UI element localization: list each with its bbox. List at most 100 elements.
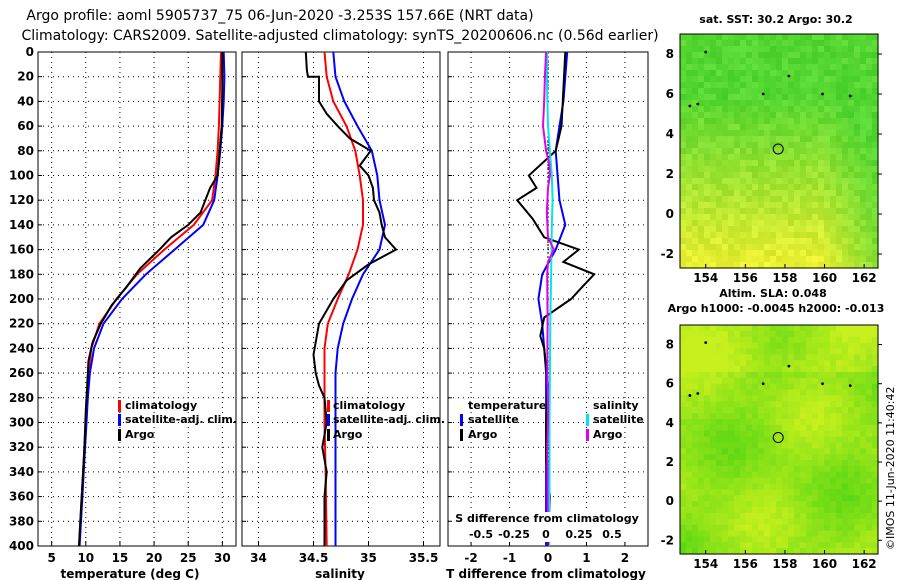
map-cell xyxy=(866,34,873,41)
map-cell xyxy=(692,112,699,119)
map-cell xyxy=(788,262,795,269)
map-cell xyxy=(686,226,693,233)
map-cell xyxy=(794,383,801,391)
map-cell xyxy=(854,262,861,269)
map-cell xyxy=(866,46,873,53)
map-cell xyxy=(764,454,771,461)
map-cell xyxy=(848,136,855,143)
map-cell xyxy=(704,148,711,155)
map-cell xyxy=(866,424,873,432)
map-cell xyxy=(686,383,693,391)
map-cell xyxy=(758,342,765,350)
map-cell xyxy=(692,160,699,167)
map-cell xyxy=(776,238,783,245)
map-cell xyxy=(686,262,693,269)
map-cell xyxy=(686,477,693,485)
map-cell xyxy=(698,483,705,491)
map-cell xyxy=(800,489,807,496)
map-cell xyxy=(728,512,735,520)
map-cell xyxy=(818,94,825,101)
map-cell xyxy=(866,160,873,167)
map-cell xyxy=(800,58,807,65)
map-cell xyxy=(752,530,759,537)
map-cell xyxy=(686,106,693,113)
map-cell xyxy=(818,208,825,215)
map-cell xyxy=(722,436,729,444)
map-cell xyxy=(824,330,831,338)
map-cell xyxy=(782,40,789,47)
map-cell xyxy=(866,118,873,125)
map-cell xyxy=(872,220,879,227)
map-cell xyxy=(728,52,735,59)
map-cell xyxy=(788,160,795,167)
map-cell xyxy=(770,395,777,402)
map-cell xyxy=(764,413,771,420)
map-cell xyxy=(680,512,687,520)
map-cell xyxy=(812,477,819,485)
map-cell xyxy=(866,448,873,455)
map-cell xyxy=(704,430,711,438)
map-cell xyxy=(872,136,879,143)
map-cell xyxy=(848,172,855,179)
map-cell xyxy=(686,202,693,209)
map-cell xyxy=(806,250,813,257)
map-cell xyxy=(746,148,753,155)
map-cell xyxy=(758,424,765,432)
map-cell xyxy=(872,530,879,537)
map-cell xyxy=(752,430,759,438)
map-cell xyxy=(830,112,837,119)
map-cell xyxy=(776,106,783,113)
map-cell xyxy=(836,94,843,101)
map-cell xyxy=(746,424,753,432)
map-cell xyxy=(794,371,801,379)
map-cell xyxy=(866,471,873,479)
map-cell xyxy=(824,256,831,263)
map-cell xyxy=(722,407,729,414)
map-cell xyxy=(734,489,741,496)
map-cell xyxy=(680,483,687,491)
map-cell xyxy=(830,262,837,269)
map-cell xyxy=(698,202,705,209)
map-cell xyxy=(812,542,819,549)
map-cell xyxy=(836,244,843,251)
map-cell xyxy=(686,52,693,59)
map-cell xyxy=(698,354,705,361)
map-cell xyxy=(836,190,843,197)
map-cell xyxy=(692,70,699,77)
map-cell xyxy=(794,82,801,89)
map-cell xyxy=(734,34,741,41)
map-cell xyxy=(710,471,717,479)
map-cell xyxy=(860,220,867,227)
map-cell xyxy=(716,136,723,143)
map-cell xyxy=(722,501,729,508)
map-cell xyxy=(842,124,849,131)
map-cell xyxy=(752,100,759,107)
map-cell xyxy=(818,88,825,95)
map-cell xyxy=(860,366,867,373)
map-cell xyxy=(770,460,777,467)
map-cell xyxy=(794,256,801,263)
map-cell xyxy=(782,46,789,53)
map-cell xyxy=(872,424,879,432)
map-cell xyxy=(776,64,783,71)
map-cell xyxy=(746,94,753,101)
map-cell xyxy=(728,448,735,455)
map-cell xyxy=(788,112,795,119)
map-cell xyxy=(722,190,729,197)
map-cell xyxy=(806,232,813,239)
map-cell xyxy=(872,465,879,473)
map-cell xyxy=(854,413,861,420)
map-cell xyxy=(776,460,783,467)
map-cell xyxy=(806,436,813,444)
map-cell xyxy=(752,94,759,101)
map-cell xyxy=(818,238,825,245)
map-cell xyxy=(686,190,693,197)
map-cell xyxy=(788,106,795,113)
map-cell xyxy=(740,148,747,155)
map-cell xyxy=(836,460,843,467)
map-cell xyxy=(764,389,771,397)
map-cell xyxy=(728,430,735,438)
map-cell xyxy=(854,548,861,555)
map-cell xyxy=(836,88,843,95)
map-cell xyxy=(776,124,783,131)
